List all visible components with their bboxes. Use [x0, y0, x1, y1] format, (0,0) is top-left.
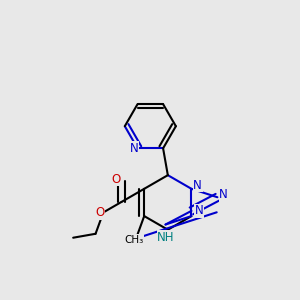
- Text: N: N: [195, 204, 203, 218]
- Text: N: N: [219, 188, 228, 201]
- Text: NH: NH: [157, 231, 175, 244]
- Text: CH₃: CH₃: [124, 235, 143, 245]
- Text: N: N: [130, 142, 138, 155]
- Text: N: N: [194, 179, 202, 192]
- Text: O: O: [95, 206, 104, 219]
- Text: O: O: [112, 173, 121, 186]
